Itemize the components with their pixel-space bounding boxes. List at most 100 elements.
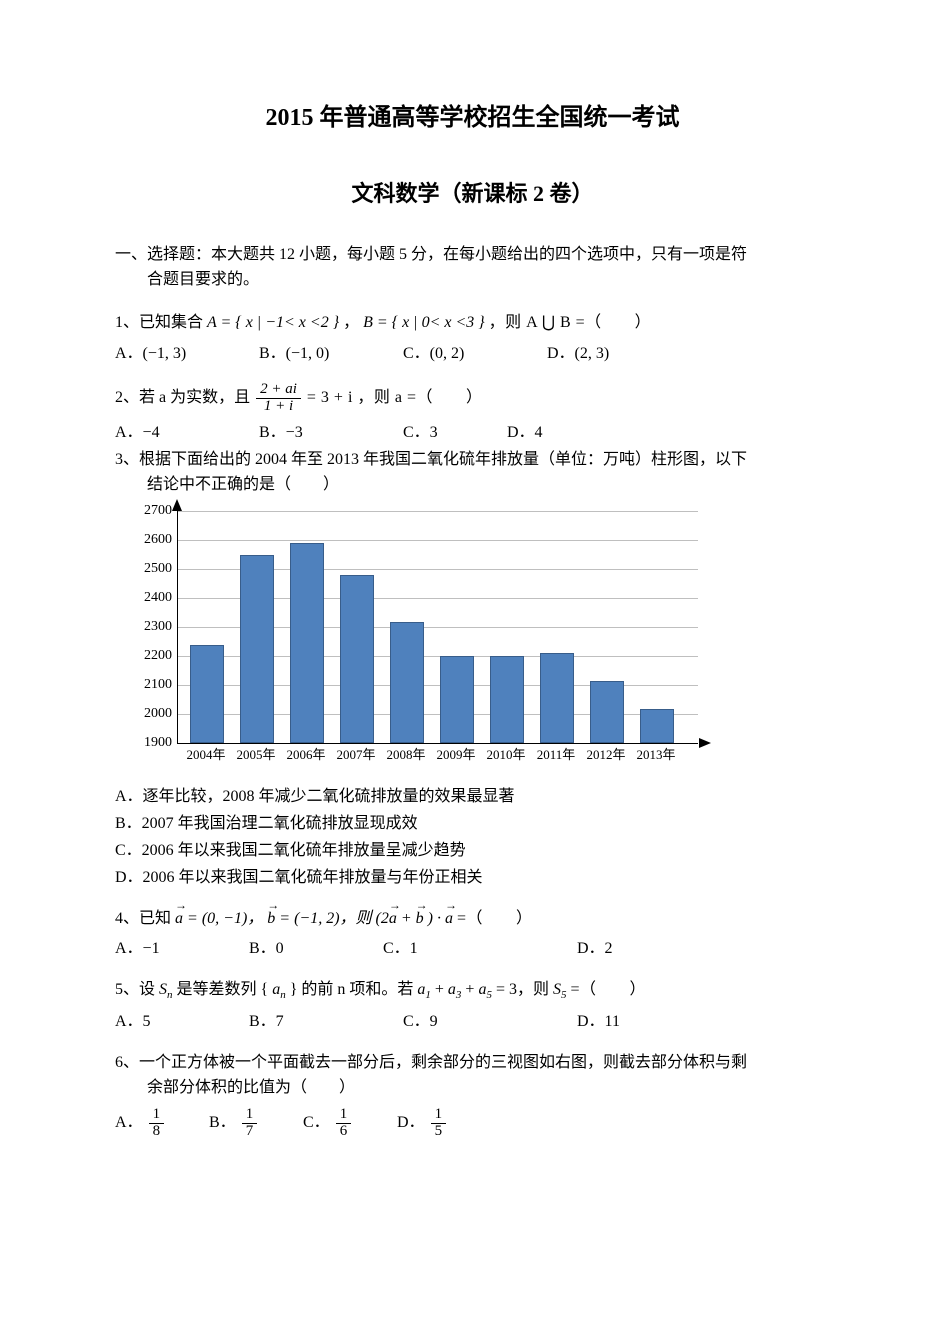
q5-a5-5: 5 — [486, 989, 492, 1001]
bar — [190, 645, 224, 744]
q2-frac-num: 2 + ai — [256, 382, 301, 399]
q5-Sn-S: S — [159, 981, 167, 998]
q4-tail: =（ ） — [457, 910, 533, 927]
q3-line1: 3、根据下面给出的 2004 年至 2013 年我国二氧化硫年排放量（单位：万吨… — [115, 451, 747, 468]
q6-C-num: 1 — [336, 1107, 352, 1124]
title-main: 2015 年普通高等学校招生全国统一考试 — [115, 100, 830, 137]
q1-optC: C．(0, 2) — [403, 342, 543, 367]
q5-a3-3: 3 — [456, 989, 462, 1001]
question-6: 6、一个正方体被一个平面截去一部分后，剩余部分的三视图如右图，则截去部分体积与剩… — [115, 1051, 830, 1101]
x-axis-arrow-icon — [699, 738, 711, 748]
q6-B-den: 7 — [242, 1124, 258, 1140]
question-4: 4、已知 a = (0, −1)， b = (−1, 2)，则 (2a + b … — [115, 907, 830, 932]
q6-optD: D． 1 5 — [397, 1107, 487, 1140]
q2-lead: 2、若 a 为实数，且 — [115, 389, 254, 406]
x-tick-label: 2011年 — [537, 745, 576, 765]
q3-line2: 结论中不正确的是（ ） — [115, 473, 339, 498]
question-1: 1、已知集合 A = { x | −1< x <2 } ， B = { x | … — [115, 311, 830, 336]
bar — [240, 555, 274, 744]
q6-D-num: 1 — [431, 1107, 447, 1124]
q6-line2: 余部分体积的比值为（ ） — [115, 1076, 355, 1101]
q2-optD: D．4 — [507, 421, 607, 446]
bar — [340, 575, 374, 743]
q5-mid2: } 的前 n 项和。若 — [290, 981, 418, 998]
q5-S5-5: 5 — [561, 989, 567, 1001]
q4-vec-a1: a — [175, 907, 183, 932]
q4-vec-b1: b — [267, 907, 275, 932]
bar — [590, 681, 624, 743]
q1-setA: A = { x | −1< x <2 } — [207, 314, 339, 331]
q3-optA: A．逐年比较，2008 年减少二氧化硫排放量的效果最显著 — [115, 785, 830, 810]
y-tick-label: 2300 — [144, 617, 178, 639]
x-tick-label: 2007年 — [336, 745, 375, 765]
q6-A-frac: 1 8 — [147, 1107, 167, 1140]
q6-D-frac: 1 5 — [429, 1107, 449, 1140]
x-tick-label: 2004年 — [186, 745, 225, 765]
question-2: 2、若 a 为实数，且 2 + ai 1 + i = 3 + i ，则 a =（… — [115, 382, 830, 415]
q2-fraction: 2 + ai 1 + i — [254, 382, 303, 415]
y-tick-label: 2200 — [144, 646, 178, 668]
q5-a1-1: 1 — [425, 989, 431, 1001]
q6-A-num: 1 — [149, 1107, 165, 1124]
q5-optB: B．7 — [249, 1010, 399, 1035]
x-axis-labels: 2004年 2005年 2006年 2007年 2008年 2009年 2010年 2011年… — [177, 745, 697, 765]
q6-C-lead: C． — [303, 1111, 330, 1136]
question-5: 5、设 Sn 是等差数列 { an } 的前 n 项和。若 a1 + a3 + … — [115, 978, 830, 1004]
gridline — [178, 511, 698, 512]
q4-options: A．−1 B．0 C．1 D．2 — [115, 937, 830, 962]
q6-A-lead: A． — [115, 1111, 143, 1136]
q4-optD: D．2 — [577, 937, 657, 962]
q6-C-den: 6 — [336, 1124, 352, 1140]
q6-optC: C． 1 6 — [303, 1107, 393, 1140]
q6-B-frac: 1 7 — [240, 1107, 260, 1140]
q1-lead: 1、已知集合 — [115, 314, 207, 331]
x-tick-label: 2008年 — [386, 745, 425, 765]
bar — [390, 622, 424, 744]
q1-tail: ，则 A ⋃ B =（ ） — [489, 314, 652, 331]
q1-options: A．(−1, 3) B．(−1, 0) C．(0, 2) D．(2, 3) — [115, 342, 830, 367]
y-tick-label: 2400 — [144, 588, 178, 610]
q5-S5-S: S — [553, 981, 561, 998]
section-intro-line1: 一、选择题：本大题共 12 小题，每小题 5 分，在每小题给出的四个选项中，只有… — [115, 246, 747, 263]
y-tick-label: 1900 — [144, 733, 178, 755]
q6-A-den: 8 — [149, 1124, 165, 1140]
q4-vec-b2: b — [416, 907, 424, 932]
bar — [440, 656, 474, 743]
q2-optC: C．3 — [403, 421, 503, 446]
q4-lead: 4、已知 — [115, 910, 175, 927]
q5-eq3: = 3，则 — [496, 981, 553, 998]
q3-optC: C．2006 年以来我国二氧化硫年排放量呈减少趋势 — [115, 839, 830, 864]
q3-optD: D．2006 年以来我国二氧化硫年排放量与年份正相关 — [115, 866, 830, 891]
q5-mid1: 是等差数列 { — [177, 981, 273, 998]
question-3: 3、根据下面给出的 2004 年至 2013 年我国二氧化硫年排放量（单位：万吨… — [115, 448, 830, 498]
q6-D-den: 5 — [431, 1124, 447, 1140]
x-tick-label: 2009年 — [436, 745, 475, 765]
q4-optA: A．−1 — [115, 937, 245, 962]
q5-an-n: n — [280, 989, 286, 1001]
q3-optB: B．2007 年我国治理二氧化硫排放显现成效 — [115, 812, 830, 837]
q2-tail: = 3 + i ，则 a =（ ） — [307, 389, 483, 406]
q4-plus: + — [397, 910, 416, 927]
x-tick-label: 2010年 — [486, 745, 525, 765]
q6-B-num: 1 — [242, 1107, 258, 1124]
x-tick-label: 2005年 — [236, 745, 275, 765]
bar — [540, 653, 574, 743]
gridline — [178, 540, 698, 541]
q5-lead: 5、设 — [115, 981, 159, 998]
plot-area: 190020002100220023002400250026002700 — [177, 511, 698, 744]
q1-optB: B．(−1, 0) — [259, 342, 399, 367]
title-sub: 文科数学（新课标 2 卷） — [115, 177, 830, 211]
q6-optB: B． 1 7 — [209, 1107, 299, 1140]
bar — [490, 656, 524, 743]
q4-optC: C．1 — [383, 937, 573, 962]
q2-optB: B．−3 — [259, 421, 399, 446]
section-intro: 一、选择题：本大题共 12 小题，每小题 5 分，在每小题给出的四个选项中，只有… — [115, 243, 830, 293]
y-tick-label: 2600 — [144, 530, 178, 552]
q1-optD: D．(2, 3) — [547, 342, 687, 367]
section-intro-line2: 合题目要求的。 — [115, 268, 259, 293]
q4-vec-a2: a — [389, 907, 397, 932]
x-tick-label: 2006年 — [286, 745, 325, 765]
so2-bar-chart: 190020002100220023002400250026002700 200… — [127, 501, 712, 781]
y-tick-label: 2000 — [144, 704, 178, 726]
q5-Sn-n: n — [167, 989, 173, 1001]
